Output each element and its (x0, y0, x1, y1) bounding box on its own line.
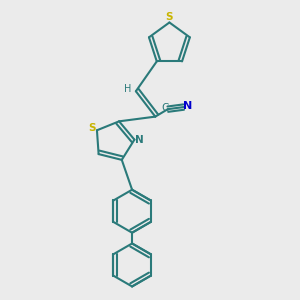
Text: N: N (135, 135, 144, 145)
Text: N: N (183, 101, 192, 111)
Text: C: C (162, 103, 169, 113)
Text: S: S (166, 12, 173, 22)
Text: S: S (88, 124, 95, 134)
Text: H: H (124, 84, 131, 94)
